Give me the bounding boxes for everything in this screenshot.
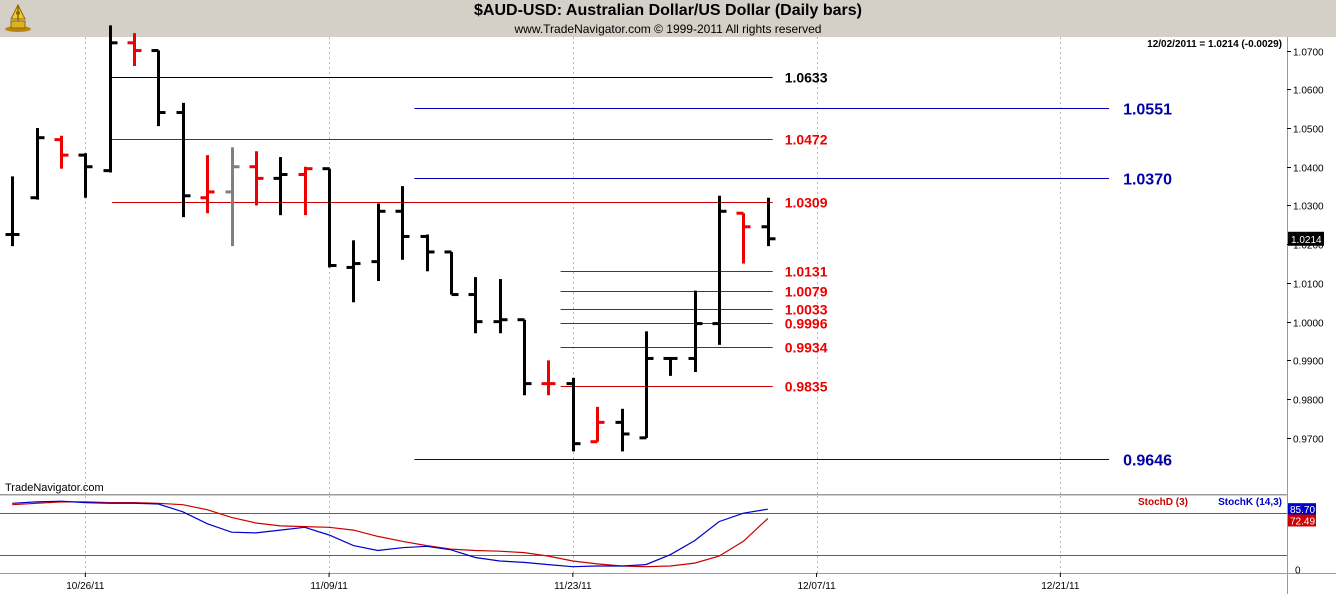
level-label: 0.9934 — [785, 340, 828, 356]
ohlc-bar — [736, 211, 751, 264]
level-label: 1.0370 — [1123, 172, 1172, 189]
stochk-legend: StochK (14,3) — [1218, 497, 1282, 508]
ohlc-bar — [176, 102, 191, 218]
price-tick-label: 0.9900 — [1293, 357, 1324, 368]
ohlc-bar — [566, 377, 581, 452]
ohlc-bar — [444, 250, 459, 297]
ohlc-bar — [103, 25, 118, 173]
ohlc-bar — [517, 318, 532, 396]
price-levels: 1.0633 1.0551 1.0472 1.0370 1.0309 1.0131 1.00… — [112, 70, 1172, 470]
date-tick-label: 12/07/11 — [797, 581, 836, 592]
ohlc-bar — [590, 406, 605, 444]
stochd-value-label: 72.49 — [1290, 516, 1315, 527]
level-label: 1.0079 — [785, 284, 828, 300]
level-label: 0.9646 — [1123, 453, 1172, 470]
header-bar: $AUD-USD: Australian Dollar/US Dollar (D… — [0, 0, 1336, 37]
ohlc-bar — [298, 166, 313, 216]
ohlc-bar — [615, 408, 630, 452]
ohlc-bar — [30, 128, 45, 200]
price-tick-label: 1.0400 — [1293, 164, 1324, 175]
ohlc-bar — [761, 197, 776, 247]
date-tick-label: 10/26/11 — [66, 581, 105, 592]
level-label: 0.9835 — [785, 379, 828, 395]
last-price-label: 1.0214 — [1291, 235, 1322, 246]
ohlc-bar — [395, 186, 410, 260]
price-readout: 12/02/2011 = 1.0214 (-0.0029) — [1147, 39, 1282, 50]
stochk-line — [12, 500, 768, 568]
price-bars — [5, 25, 776, 452]
price-axis: 0.9700 0.9800 0.9900 1.0000 1.0100 1.0200 1.03… — [1287, 48, 1324, 446]
ohlc-bar — [151, 49, 166, 127]
price-tick-label: 1.0000 — [1293, 319, 1324, 330]
chart-title: $AUD-USD: Australian Dollar/US Dollar (D… — [474, 2, 862, 19]
ohlc-bar — [5, 176, 20, 247]
ohlc-bar — [273, 157, 288, 216]
ohlc-bar — [712, 195, 727, 345]
ohlc-bar — [468, 277, 483, 334]
ohlc-bar — [493, 279, 508, 334]
price-tick-label: 0.9800 — [1293, 396, 1324, 407]
ohlc-bar — [663, 356, 678, 376]
price-axis-panel — [1287, 37, 1336, 573]
date-tick-label: 11/09/11 — [310, 581, 348, 592]
ohlc-bar — [639, 331, 654, 440]
price-tick-label: 1.0200 — [1293, 241, 1324, 252]
date-axis-panel — [0, 573, 1336, 594]
ohlc-bar — [225, 147, 240, 247]
level-label: 1.0633 — [785, 70, 828, 86]
level-label: 1.0309 — [785, 195, 828, 211]
last-price-box — [1288, 231, 1324, 246]
ohlc-bar — [688, 290, 703, 373]
ohlc-bar — [127, 33, 142, 67]
ohlc-bar — [54, 135, 69, 169]
date-tick-label: 11/23/11 — [554, 581, 592, 592]
date-axis: 10/26/11 11/09/11 11/23/11 12/07/11 12/21/11 — [66, 573, 1080, 592]
stochd-value-box — [1288, 514, 1316, 527]
trade-navigator-logo-icon — [5, 3, 31, 32]
watermark: TradeNavigator.com — [5, 482, 104, 494]
stochk-value-box — [1288, 503, 1316, 516]
level-label: 1.0033 — [785, 302, 828, 318]
price-tick-label: 1.0500 — [1293, 125, 1324, 136]
ohlc-bar — [78, 153, 93, 198]
price-tick-label: 0.9700 — [1293, 435, 1324, 446]
stochastic-panel — [0, 496, 1287, 573]
ohlc-bar — [541, 360, 556, 396]
stochk-value-label: 85.70 — [1290, 505, 1315, 516]
ohlc-bar — [200, 155, 215, 214]
price-panel — [0, 37, 1287, 494]
ohlc-bar — [322, 167, 337, 268]
price-tick-label: 1.0300 — [1293, 202, 1324, 213]
ohlc-bar — [420, 234, 435, 272]
ohlc-bar — [346, 240, 361, 303]
level-label: 1.0472 — [785, 132, 828, 148]
stochd-line — [12, 501, 769, 568]
stochd-legend: StochD (3) — [1138, 497, 1188, 508]
ohlc-bar — [249, 151, 264, 206]
copyright-text: www.TradeNavigator.com © 1999-2011 All r… — [514, 22, 822, 36]
price-tick-label: 1.0700 — [1293, 48, 1324, 59]
price-tick-label: 1.0600 — [1293, 86, 1324, 97]
stoch-zero-label: 0 — [1295, 565, 1301, 576]
level-label: 0.9996 — [785, 316, 828, 332]
level-label: 1.0131 — [785, 264, 828, 280]
price-tick-label: 1.0100 — [1293, 280, 1324, 291]
ohlc-bar — [371, 203, 386, 281]
level-label: 1.0551 — [1123, 102, 1172, 119]
date-tick-label: 12/21/11 — [1041, 581, 1080, 592]
